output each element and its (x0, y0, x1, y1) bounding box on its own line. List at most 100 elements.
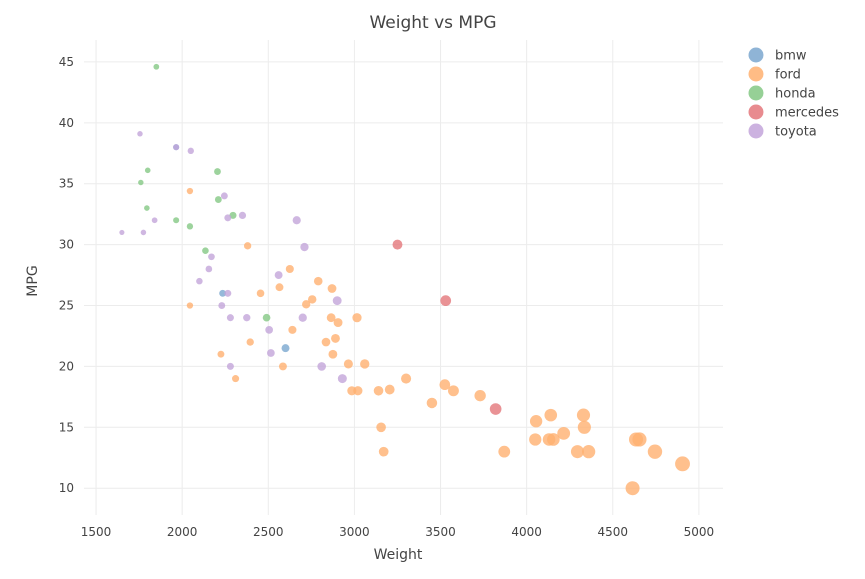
point-ford[interactable] (328, 349, 338, 359)
point-ford[interactable] (426, 397, 438, 409)
point-toyota[interactable] (208, 253, 215, 261)
point-ford[interactable] (285, 264, 294, 274)
point-ford[interactable] (647, 444, 663, 459)
legend-label: honda (775, 87, 816, 102)
point-toyota[interactable] (238, 211, 247, 220)
point-ford[interactable] (373, 385, 384, 396)
point-toyota[interactable] (187, 147, 194, 155)
point-honda[interactable] (214, 196, 222, 203)
point-ford[interactable] (384, 384, 395, 395)
point-honda[interactable] (144, 205, 150, 211)
point-toyota[interactable] (267, 349, 275, 357)
point-toyota[interactable] (173, 144, 180, 151)
point-honda[interactable] (214, 168, 221, 175)
point-ford[interactable] (313, 276, 323, 286)
point-ford[interactable] (529, 415, 543, 428)
x-axis-ticks: 1500 2000 2500 3000 3500 4000 4500 5000 (81, 525, 714, 539)
point-ford[interactable] (217, 350, 225, 358)
point-toyota[interactable] (119, 229, 125, 236)
point-ford[interactable] (333, 318, 343, 328)
point-ford[interactable] (557, 426, 571, 440)
point-mercedes[interactable] (392, 239, 403, 250)
point-ford[interactable] (474, 389, 486, 402)
legend[interactable]: bmw ford honda mercedes toyota (748, 47, 840, 140)
point-ford[interactable] (547, 433, 560, 446)
point-toyota[interactable] (243, 314, 251, 322)
point-ford[interactable] (360, 359, 370, 369)
point-ford[interactable] (331, 333, 340, 343)
point-mercedes[interactable] (440, 295, 452, 307)
point-toyota[interactable] (300, 242, 309, 252)
point-ford[interactable] (275, 283, 284, 292)
point-ford[interactable] (186, 187, 194, 195)
point-toyota[interactable] (196, 277, 203, 285)
point-toyota[interactable] (151, 217, 158, 224)
point-ford[interactable] (278, 362, 287, 371)
legend-item-mercedes[interactable]: mercedes (748, 104, 840, 121)
point-ford[interactable] (582, 445, 596, 459)
point-toyota[interactable] (140, 229, 147, 236)
point-ford[interactable] (343, 359, 353, 369)
point-ford[interactable] (256, 289, 265, 298)
point-ford[interactable] (186, 302, 194, 309)
point-toyota[interactable] (298, 313, 307, 322)
point-ford[interactable] (326, 313, 336, 323)
point-ford[interactable] (288, 325, 297, 334)
series-ford (186, 187, 690, 496)
point-ford[interactable] (448, 385, 459, 397)
point-ford[interactable] (577, 420, 591, 434)
point-ford[interactable] (675, 456, 690, 472)
point-bmw[interactable] (219, 289, 227, 297)
point-ford[interactable] (232, 375, 240, 383)
point-ford[interactable] (353, 386, 363, 396)
point-toyota[interactable] (317, 362, 326, 371)
point-ford[interactable] (302, 300, 311, 309)
legend-item-honda[interactable]: honda (748, 85, 816, 102)
point-toyota[interactable] (205, 265, 213, 273)
point-toyota[interactable] (226, 362, 234, 370)
point-ford[interactable] (576, 408, 591, 422)
legend-item-toyota[interactable]: toyota (748, 123, 817, 140)
point-toyota[interactable] (292, 216, 301, 225)
point-honda[interactable] (173, 217, 180, 224)
point-toyota[interactable] (337, 374, 347, 384)
point-honda[interactable] (202, 247, 209, 255)
x-tick-label: 4500 (597, 525, 628, 539)
point-ford[interactable] (439, 379, 451, 391)
point-toyota[interactable] (224, 214, 232, 222)
legend-item-ford[interactable]: ford (748, 66, 801, 83)
point-ford[interactable] (544, 408, 558, 422)
point-toyota[interactable] (218, 302, 226, 309)
point-ford[interactable] (246, 338, 254, 346)
point-ford[interactable] (307, 295, 317, 304)
point-toyota[interactable] (137, 131, 143, 137)
point-ford[interactable] (243, 242, 252, 250)
point-ford[interactable] (625, 481, 640, 496)
legend-item-bmw[interactable]: bmw (748, 47, 807, 64)
point-ford[interactable] (376, 422, 386, 433)
point-toyota[interactable] (332, 296, 342, 306)
point-honda[interactable] (262, 313, 271, 322)
point-ford[interactable] (378, 446, 389, 457)
point-toyota[interactable] (220, 192, 228, 200)
point-bmw[interactable] (281, 344, 290, 353)
point-ford[interactable] (321, 337, 331, 347)
point-honda[interactable] (186, 223, 194, 230)
point-honda[interactable] (138, 179, 144, 186)
point-toyota[interactable] (274, 271, 283, 279)
point-toyota[interactable] (224, 289, 232, 297)
point-toyota[interactable] (226, 314, 234, 322)
point-ford[interactable] (570, 445, 584, 459)
point-ford[interactable] (632, 432, 647, 447)
point-ford[interactable] (529, 433, 542, 446)
point-honda[interactable] (144, 167, 151, 174)
point-toyota[interactable] (265, 326, 274, 334)
point-ford[interactable] (401, 373, 412, 384)
point-ford[interactable] (352, 313, 362, 323)
point-honda[interactable] (153, 63, 160, 70)
point-ford[interactable] (498, 445, 511, 458)
point-ford[interactable] (327, 284, 337, 293)
point-mercedes[interactable] (489, 403, 502, 415)
